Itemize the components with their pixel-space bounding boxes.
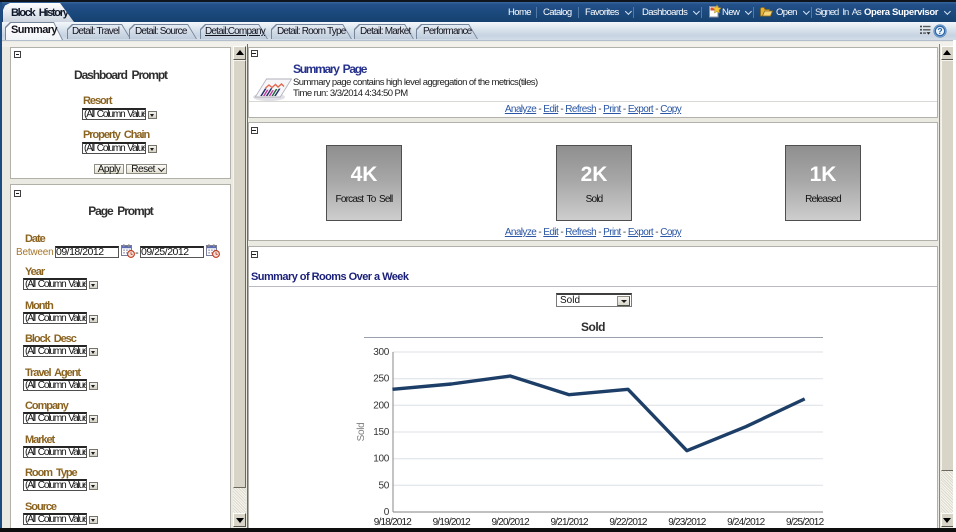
svg-text:?: ?: [937, 26, 942, 36]
svg-text:9/21/2012: 9/21/2012: [550, 517, 589, 528]
svg-text:50: 50: [378, 480, 389, 491]
svg-text:9/20/2012: 9/20/2012: [492, 517, 531, 528]
svg-text:Sold: Sold: [356, 423, 367, 442]
svg-text:200: 200: [373, 400, 390, 411]
svg-text:0: 0: [384, 507, 390, 518]
svg-text:9/23/2012: 9/23/2012: [668, 517, 707, 528]
svg-text:150: 150: [373, 427, 390, 438]
svg-text:100: 100: [373, 454, 390, 465]
svg-text:9/18/2012: 9/18/2012: [374, 517, 413, 528]
svg-text:9/22/2012: 9/22/2012: [609, 517, 648, 528]
svg-text:9/24/2012: 9/24/2012: [727, 517, 766, 528]
svg-text:9/19/2012: 9/19/2012: [433, 517, 472, 528]
svg-text:250: 250: [373, 374, 390, 385]
svg-text:9/25/2012: 9/25/2012: [786, 517, 825, 528]
svg-text:300: 300: [373, 347, 390, 358]
